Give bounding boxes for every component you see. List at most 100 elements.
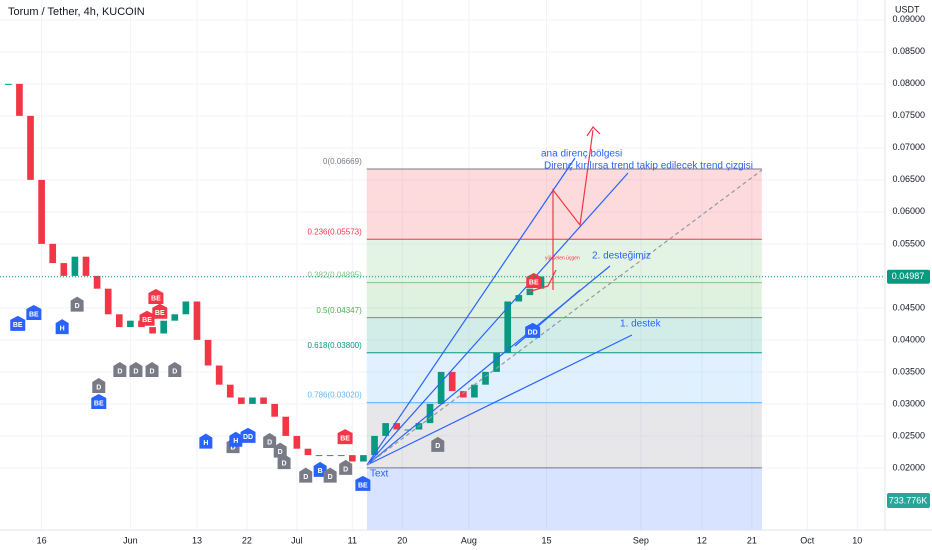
last-price-label: 0.04987 bbox=[892, 271, 925, 281]
x-tick-label: 11 bbox=[348, 535, 357, 545]
candle bbox=[4, 83, 12, 85]
candle bbox=[93, 275, 101, 289]
signal-marker bbox=[55, 319, 69, 335]
candle bbox=[82, 256, 90, 276]
y-tick-label: 0.06000 bbox=[892, 206, 925, 216]
signal-label: D bbox=[328, 474, 333, 481]
x-tick-label: 15 bbox=[542, 535, 552, 545]
y-tick-label: 0.04500 bbox=[892, 302, 925, 312]
fib-zone bbox=[366, 402, 762, 468]
candle bbox=[471, 384, 478, 398]
range-box bbox=[367, 468, 762, 530]
currency: USDT bbox=[895, 4, 920, 14]
signal-label: B bbox=[318, 468, 323, 475]
signal-marker bbox=[263, 433, 277, 449]
signal-marker bbox=[145, 361, 159, 377]
x-tick-label: Jul bbox=[291, 535, 303, 545]
candle bbox=[337, 455, 345, 457]
candle bbox=[271, 403, 278, 417]
x-tick-label: 22 bbox=[242, 535, 252, 545]
candle bbox=[104, 288, 112, 315]
signal-label: D bbox=[435, 443, 440, 450]
candle bbox=[459, 391, 467, 398]
y-tick-label: 0.03500 bbox=[892, 366, 925, 376]
signal-label: H bbox=[60, 325, 65, 332]
signal-marker bbox=[355, 475, 371, 491]
candle bbox=[238, 397, 245, 404]
signal-marker bbox=[10, 315, 26, 331]
signal-label: BE bbox=[358, 482, 368, 489]
signal-marker bbox=[299, 467, 313, 483]
trend-line bbox=[366, 172, 629, 466]
y-tick-label: 0.02000 bbox=[892, 462, 925, 472]
y-tick-label: 0.06500 bbox=[892, 174, 925, 184]
annotation: yükselen üçgen bbox=[545, 255, 580, 261]
annotation: Text bbox=[370, 469, 389, 480]
fib-zone bbox=[366, 282, 762, 318]
signal-label: BE bbox=[529, 279, 539, 286]
signal-marker bbox=[26, 305, 42, 321]
signal-label: BE bbox=[151, 295, 161, 302]
candle bbox=[215, 365, 223, 385]
fib-zone bbox=[366, 352, 762, 403]
signal-label: D bbox=[267, 439, 272, 446]
signal-marker bbox=[240, 427, 256, 443]
signal-marker bbox=[91, 393, 107, 409]
annotation: ana direnç bölgesi bbox=[541, 149, 622, 160]
candle bbox=[482, 371, 489, 385]
signal-label: D bbox=[75, 303, 80, 310]
volume-label: 733.776K bbox=[889, 495, 928, 505]
candle bbox=[193, 301, 201, 340]
signal-marker bbox=[431, 436, 445, 452]
candle bbox=[404, 429, 412, 431]
y-tick-label: 0.02500 bbox=[892, 430, 925, 440]
signal-label: D bbox=[282, 460, 287, 467]
fib-zone bbox=[366, 317, 762, 353]
signal-label: DD bbox=[528, 329, 538, 336]
annotation: Direnç kırılırsa trend takip edilecek tr… bbox=[544, 161, 753, 172]
annotation: 1. destek bbox=[620, 319, 662, 330]
triangle-mark bbox=[527, 269, 557, 293]
candle bbox=[71, 256, 79, 276]
candle bbox=[304, 448, 312, 456]
signal-marker bbox=[337, 429, 353, 445]
candle bbox=[249, 397, 256, 404]
candle bbox=[382, 423, 389, 436]
y-tick-label: 0.03000 bbox=[892, 398, 925, 408]
signal-marker bbox=[313, 461, 327, 477]
signal-marker bbox=[148, 289, 164, 305]
y-tick-label: 0.08000 bbox=[892, 78, 925, 88]
signal-label: BE bbox=[13, 322, 23, 329]
candle bbox=[115, 314, 123, 328]
signal-label: BE bbox=[340, 436, 350, 443]
y-tick-label: 0.04000 bbox=[892, 334, 925, 344]
candle bbox=[60, 263, 68, 276]
chart-title: Torum / Tether, 4h, KUCOIN bbox=[8, 6, 145, 18]
volume-badge bbox=[887, 493, 930, 508]
candle bbox=[393, 423, 401, 430]
candle bbox=[493, 352, 500, 372]
candle bbox=[171, 314, 179, 321]
candle bbox=[326, 455, 334, 457]
signal-label: BE bbox=[155, 310, 165, 317]
candle bbox=[149, 327, 156, 334]
signal-marker bbox=[113, 361, 127, 377]
signal-marker bbox=[199, 433, 213, 449]
candle bbox=[349, 455, 356, 462]
candle bbox=[16, 83, 23, 116]
x-tick-label: Jun bbox=[123, 535, 138, 545]
y-tick-label: 0.08500 bbox=[892, 46, 925, 56]
x-tick-label: 12 bbox=[697, 535, 707, 545]
signal-marker bbox=[277, 454, 291, 470]
candle bbox=[360, 455, 367, 462]
y-tick-label: 0.07000 bbox=[892, 142, 925, 152]
y-tick-label: 0.07500 bbox=[892, 110, 925, 120]
fib-label: 0.618(0.03800) bbox=[307, 341, 362, 350]
signal-marker bbox=[92, 377, 106, 393]
signal-marker bbox=[168, 361, 182, 377]
candle bbox=[504, 301, 512, 353]
signal-marker bbox=[339, 459, 353, 475]
candle bbox=[160, 320, 168, 334]
